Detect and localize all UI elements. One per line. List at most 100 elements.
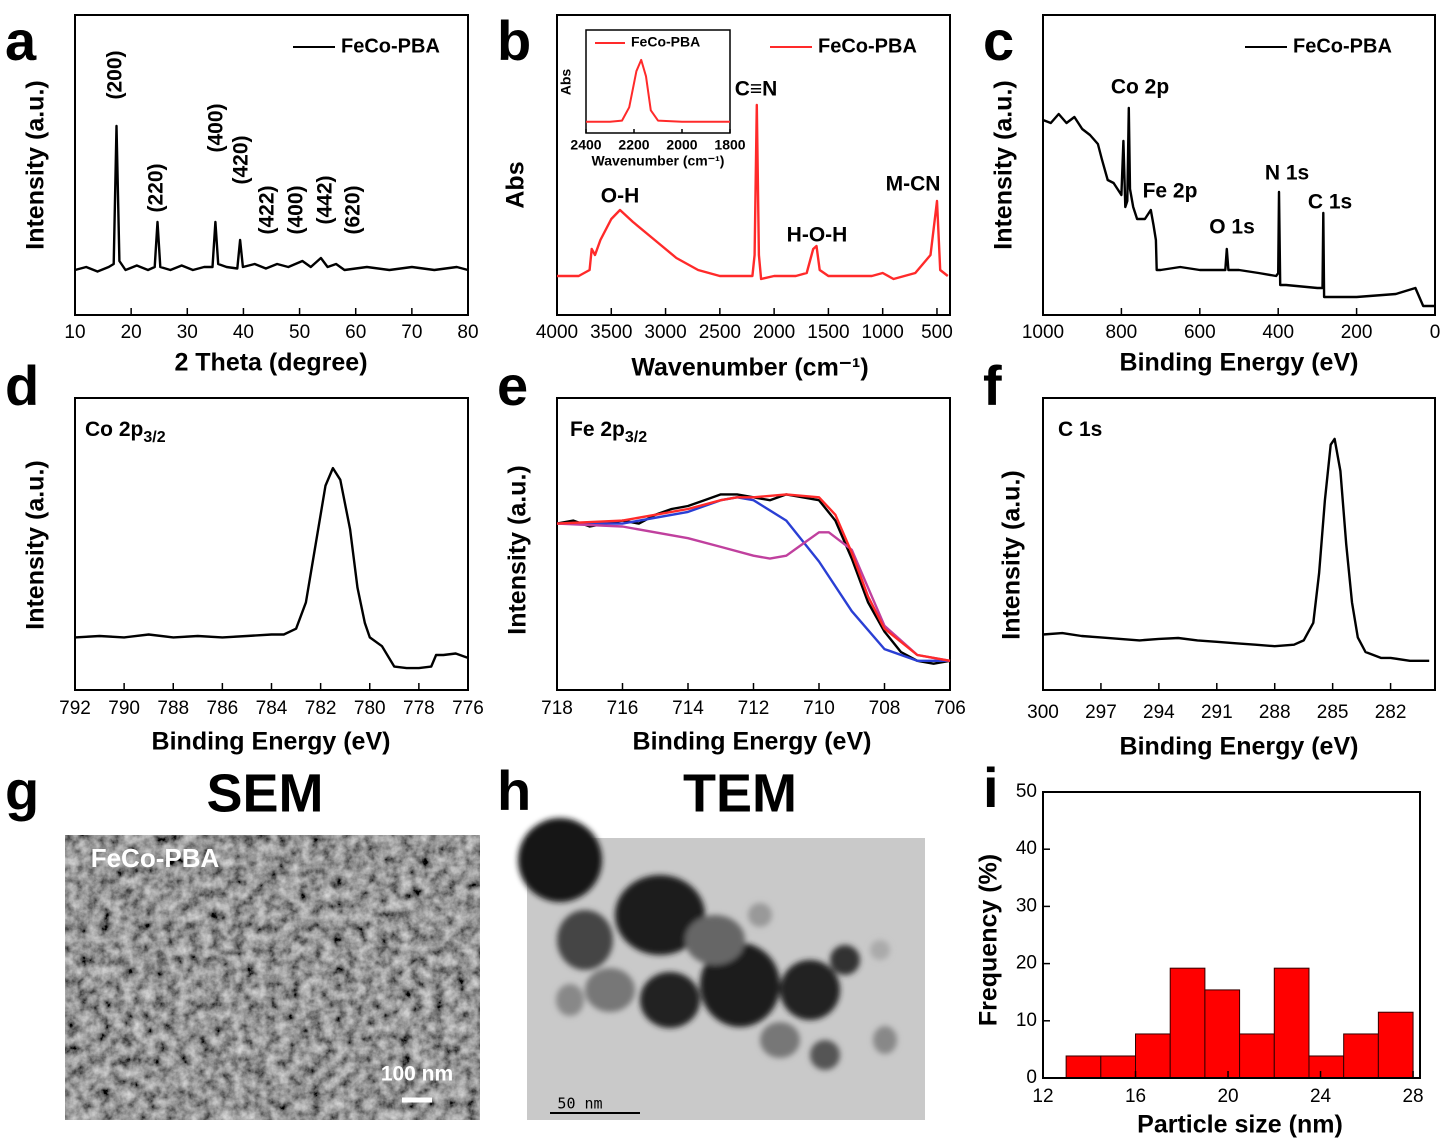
plot-frame: [1042, 791, 1421, 1079]
x-tick-label: 776: [452, 698, 484, 719]
label-subscript: 3/2: [625, 429, 647, 446]
panel-letter: i: [983, 756, 999, 819]
x-tick-label: 1500: [807, 322, 849, 343]
annotation: (442): [314, 175, 337, 224]
annotation: H-O-H: [787, 224, 848, 247]
annotation: O-H: [601, 185, 640, 208]
x-tick-label: 792: [59, 698, 91, 719]
x-tick-label: 500: [921, 322, 953, 343]
x-tick-label: 28: [1402, 1086, 1423, 1107]
y-tick-label: 50: [1016, 781, 1037, 802]
annotation: (620): [342, 185, 365, 234]
y-axis-label: Frequency (%): [975, 854, 1003, 1026]
x-tick-label: 600: [1184, 322, 1216, 343]
x-tick-label: 16: [1125, 1086, 1146, 1107]
x-axis-label: Binding Energy (eV): [1120, 733, 1359, 761]
y-axis-label: Intensity (a.u.): [22, 460, 50, 629]
x-tick-label: 20: [1217, 1086, 1238, 1107]
panel-letter: f: [983, 354, 1002, 417]
x-tick-label: 784: [256, 698, 288, 719]
annotation: M-CN: [886, 173, 941, 196]
data-line: [586, 58, 730, 123]
x-axis-label: Binding Energy (eV): [152, 728, 391, 756]
histogram-bar: [1273, 967, 1310, 1079]
histogram-bar: [1169, 967, 1206, 1079]
data-line: [557, 496, 950, 662]
annotation: Fe 2p: [1143, 180, 1198, 203]
x-tick-label: 3500: [590, 322, 632, 343]
x-tick-label: 1800: [714, 137, 745, 153]
x-tick-label: 3000: [644, 322, 686, 343]
data-line: [556, 522, 951, 662]
data-line: [556, 493, 951, 662]
x-tick-label: 1000: [1022, 322, 1064, 343]
panel-letter: d: [5, 354, 39, 417]
x-tick-label: 4000: [536, 322, 578, 343]
histogram-bar: [1204, 989, 1241, 1079]
y-tick-label: 40: [1016, 838, 1037, 859]
x-tick-label: 285: [1317, 702, 1349, 723]
image-title: SEM: [206, 763, 323, 823]
panel-letter: g: [5, 759, 39, 822]
x-tick-label: 297: [1085, 702, 1117, 723]
label-main: Fe 2p: [570, 418, 625, 441]
x-tick-label: 710: [803, 698, 835, 719]
x-tick-label: 20: [121, 322, 142, 343]
x-tick-label: 714: [672, 698, 704, 719]
x-tick-label: 70: [401, 322, 422, 343]
spectrum-label: C 1s: [1058, 418, 1102, 441]
x-tick-label: 2000: [753, 322, 795, 343]
annotation: C≡N: [735, 78, 778, 101]
plot-frame: [74, 397, 469, 691]
x-tick-label: 50: [289, 322, 310, 343]
x-tick-label: 786: [207, 698, 239, 719]
y-axis-label: Abs: [502, 161, 530, 208]
x-tick-label: 200: [1341, 322, 1373, 343]
y-tick-label: 20: [1016, 953, 1037, 974]
annotation: (420): [230, 135, 253, 184]
x-tick-label: 716: [607, 698, 639, 719]
x-tick-label: 288: [1259, 702, 1291, 723]
tem-image: [518, 818, 925, 1120]
x-tick-label: 24: [1310, 1086, 1332, 1107]
scale-bar-label: 50 nm: [557, 1095, 602, 1113]
inset-background: [586, 30, 730, 133]
x-tick-label: 782: [305, 698, 337, 719]
annotation: C 1s: [1308, 191, 1352, 214]
y-axis-label: Intensity (a.u.): [504, 465, 532, 634]
annotation: Co 2p: [1111, 76, 1169, 99]
y-axis-label: Intensity (a.u.): [998, 470, 1026, 639]
x-tick-label: 400: [1262, 322, 1294, 343]
x-tick-label: 300: [1027, 702, 1059, 723]
data-line: [74, 466, 469, 670]
annotation: (220): [145, 163, 168, 212]
annotation: O 1s: [1209, 216, 1255, 239]
annotation: (400): [285, 185, 308, 234]
x-axis-label: Particle size (nm): [1137, 1111, 1343, 1139]
annotation: (400): [205, 103, 228, 152]
histogram-bar: [1065, 1055, 1102, 1079]
plot-frame: [585, 29, 731, 134]
histogram-bar: [1239, 1033, 1275, 1079]
plot-frame: [74, 14, 469, 316]
x-tick-label: 712: [738, 698, 770, 719]
x-tick-label: 30: [177, 322, 198, 343]
x-tick-label: 800: [1106, 322, 1138, 343]
y-axis-label: Intensity (a.u.): [22, 80, 50, 249]
plot-frame: [556, 14, 951, 316]
histogram-bar: [1377, 1011, 1414, 1079]
x-tick-label: 80: [457, 322, 478, 343]
x-tick-label: 788: [157, 698, 189, 719]
y-tick-label: 30: [1016, 895, 1037, 916]
annotation: N 1s: [1265, 162, 1309, 185]
scale-bar-label: 100 nm: [381, 1063, 453, 1086]
x-tick-label: 1000: [862, 322, 904, 343]
data-line: [1042, 437, 1430, 662]
x-tick-label: 718: [541, 698, 573, 719]
x-tick-label: 12: [1032, 1086, 1053, 1107]
x-tick-label: 10: [64, 322, 85, 343]
y-tick-label: 10: [1016, 1010, 1037, 1031]
histogram-bar: [1135, 1033, 1171, 1079]
y-axis-label: Abs: [558, 69, 574, 96]
